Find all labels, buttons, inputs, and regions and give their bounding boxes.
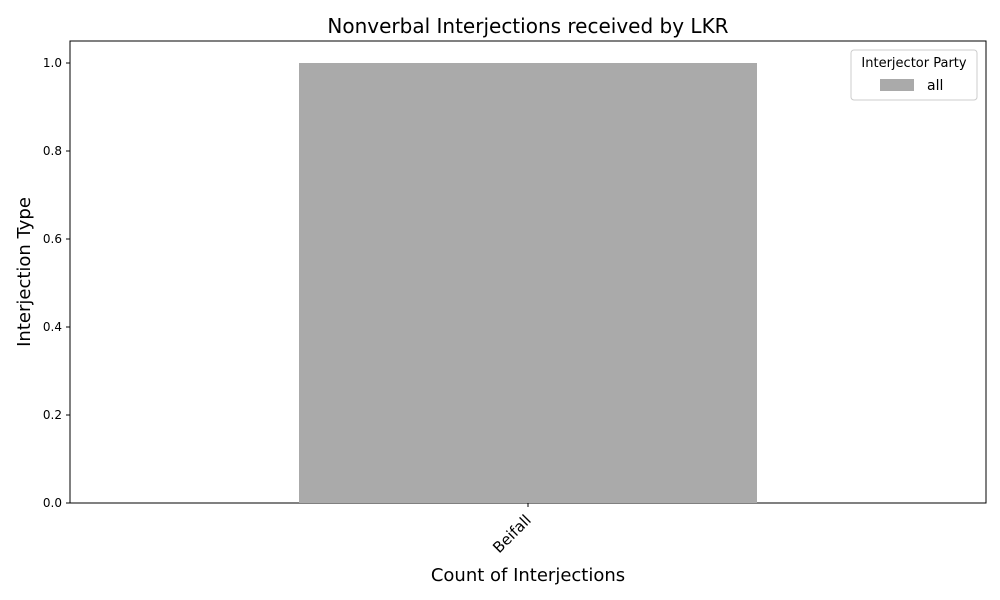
y-tick-label: 0.2 — [43, 408, 62, 422]
y-axis: 0.0 0.2 0.4 0.6 0.8 1.0 — [43, 56, 70, 510]
legend: Interjector Party all — [850, 49, 978, 101]
y-axis-label: Interjection Type — [14, 197, 35, 347]
y-tick-label: 0.6 — [43, 232, 62, 246]
y-tick-label: 0.8 — [43, 144, 62, 158]
plot-area: 0.00.20.40.60.81.0 Beifall — [43, 40, 987, 557]
chart-title: Nonverbal Interjections received by LKR — [327, 14, 728, 38]
y-tick-label: 1.0 — [43, 56, 62, 70]
y-tick-label: 0.0 — [43, 496, 62, 510]
x-axis-label: Count of Interjections — [431, 565, 625, 586]
legend-swatch-all — [880, 79, 914, 91]
bars — [299, 63, 757, 503]
legend-label-all: all — [927, 78, 943, 94]
y-tick-label: 0.4 — [43, 320, 62, 334]
bar-beifall — [299, 63, 757, 503]
legend-title: Interjector Party — [861, 56, 966, 71]
